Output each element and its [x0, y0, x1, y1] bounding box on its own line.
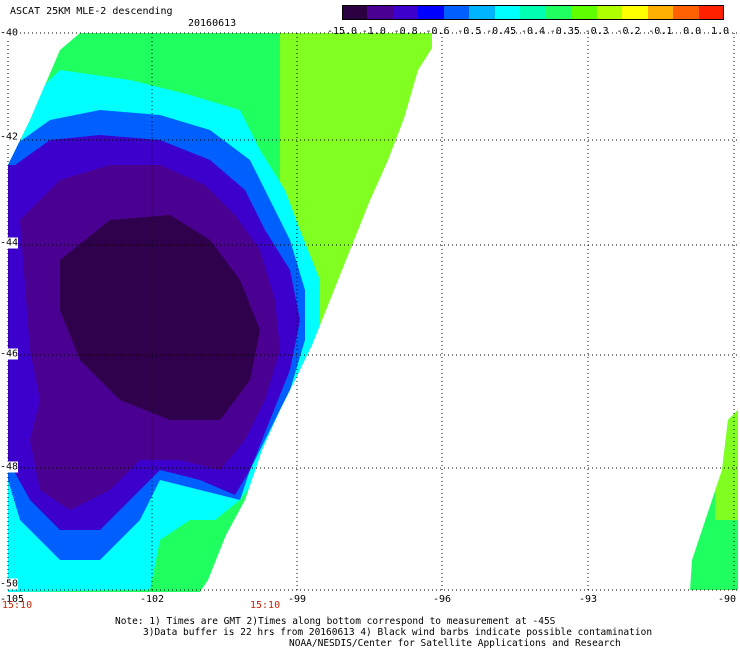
lon-tick: -102	[139, 594, 165, 605]
time-label: 15:10	[2, 600, 33, 611]
colorbar-label: -0.1	[648, 26, 673, 37]
lon-tick: -93	[578, 594, 598, 605]
swath-right	[690, 410, 738, 590]
time-label: 15:10	[250, 600, 281, 611]
lat-tick: -46	[0, 348, 19, 360]
colorbar-cell	[596, 5, 623, 20]
edge-patch	[8, 165, 20, 195]
lat-tick: -48	[0, 461, 19, 473]
colorbar-label: -1.0	[361, 26, 386, 37]
lon-tick: -105	[0, 594, 25, 605]
colorbar-label: -15.0	[326, 26, 358, 37]
colorbar-cell	[571, 5, 598, 20]
lon-tick: -90	[717, 594, 737, 605]
graticule	[7, 32, 738, 591]
lat-tick: -44	[0, 237, 19, 249]
colorbar-cell	[342, 5, 368, 20]
colorbar-label: -0.35	[549, 26, 580, 37]
colorbar-cell	[443, 5, 470, 20]
swath-left	[8, 33, 432, 592]
lat-tick: -50	[0, 578, 19, 590]
colorbar-cell	[647, 5, 674, 20]
colorbar-cell	[698, 5, 725, 20]
colorbar-label: -0.3	[584, 26, 609, 37]
colorbar-cell	[673, 5, 700, 20]
colorbar-cell	[469, 5, 496, 20]
colorbar-cell	[367, 5, 394, 20]
note-line: NOAA/NESDIS/Center for Satellite Applica…	[289, 638, 621, 649]
colorbar-cell	[418, 5, 445, 20]
lon-tick: -96	[432, 594, 452, 605]
colorbar-label: -0.45	[486, 26, 517, 37]
lon-tick: -99	[287, 594, 307, 605]
note-line: Note: 1) Times are GMT 2)Times along bot…	[115, 616, 556, 627]
colorbar-label: 0.0	[683, 26, 702, 37]
note-line: 3)Data buffer is 22 hrs from 20160613 4)…	[143, 627, 653, 638]
map-title: ASCAT 25KM MLE-2 descending	[10, 6, 173, 17]
colorbar-cell	[545, 5, 572, 20]
lat-tick: -42	[0, 131, 19, 143]
colorbar-frame	[342, 5, 724, 20]
colorbar-label: -0.8	[393, 26, 418, 37]
colorbar-cell	[392, 5, 419, 20]
colorbar-label: 1.0	[710, 26, 730, 37]
colorbar-cell	[520, 5, 547, 20]
colorbar-label: -0.6	[425, 26, 450, 37]
lat-tick: -40	[0, 27, 19, 39]
map-date: 20160613	[188, 18, 237, 29]
colorbar-cell	[494, 5, 521, 20]
colorbar-label: -0.2	[616, 26, 641, 37]
colorbar-cell	[622, 5, 649, 20]
colorbar-label: -0.4	[520, 26, 546, 37]
zone-deep	[60, 215, 260, 420]
colorbar-label: -0.5	[457, 26, 482, 37]
